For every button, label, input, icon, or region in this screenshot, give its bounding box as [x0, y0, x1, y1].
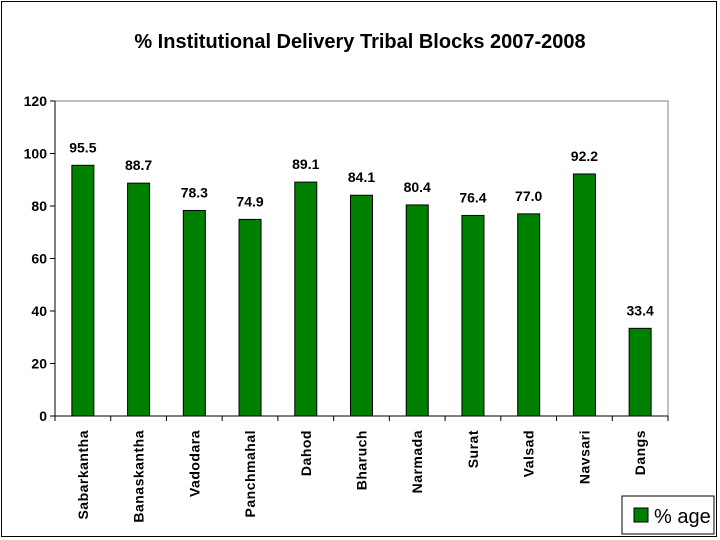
y-tick-label: 120 — [24, 93, 48, 109]
category-label: Vadodara — [186, 430, 202, 497]
bar — [517, 213, 541, 417]
data-label: 76.4 — [459, 189, 486, 205]
data-label: 77.0 — [515, 188, 542, 204]
data-label: 78.3 — [181, 184, 208, 200]
plot-area: 0 20 40 60 80 100 120 95.5 Sabarkantha 88.7 Banask… — [24, 93, 669, 523]
category-label: Surat — [465, 430, 481, 468]
category-label: Banaskantha — [131, 430, 147, 523]
data-label: 88.7 — [125, 157, 152, 173]
legend-label: % age — [654, 506, 711, 528]
category-label: Narmada — [409, 430, 425, 493]
data-label: 74.9 — [236, 193, 263, 209]
bar — [238, 218, 262, 417]
category-label: Dahod — [298, 430, 314, 476]
bar — [405, 204, 429, 417]
data-label: 33.4 — [627, 302, 654, 318]
bar — [71, 164, 95, 417]
legend: % age — [621, 495, 715, 535]
data-label: 89.1 — [292, 156, 319, 172]
bar — [572, 173, 596, 417]
bar — [182, 209, 206, 417]
data-label: 92.2 — [571, 148, 598, 164]
category-label: Bharuch — [354, 430, 370, 490]
chart-title: % Institutional Delivery Tribal Blocks 2… — [134, 31, 585, 53]
category-label: Dangs — [632, 430, 648, 475]
bar — [350, 194, 373, 417]
y-tick-label: 40 — [31, 303, 47, 319]
bar — [294, 181, 318, 417]
bar — [461, 214, 485, 417]
category-label: Valsad — [521, 430, 537, 477]
y-tick-label: 0 — [39, 408, 47, 424]
category-label: Navsari — [576, 430, 592, 484]
bar — [628, 327, 652, 417]
data-label: 95.5 — [69, 139, 96, 155]
y-tick-label: 100 — [24, 146, 48, 162]
data-label: 84.1 — [348, 169, 375, 185]
data-label: 80.4 — [404, 179, 431, 195]
y-tick-label: 20 — [31, 356, 47, 372]
category-label: Panchmahal — [242, 430, 258, 517]
category-label: Sabarkantha — [75, 430, 91, 520]
y-tick-label: 80 — [31, 198, 47, 214]
legend-swatch — [633, 507, 649, 523]
bar — [127, 182, 151, 417]
y-tick-label: 60 — [31, 251, 47, 267]
